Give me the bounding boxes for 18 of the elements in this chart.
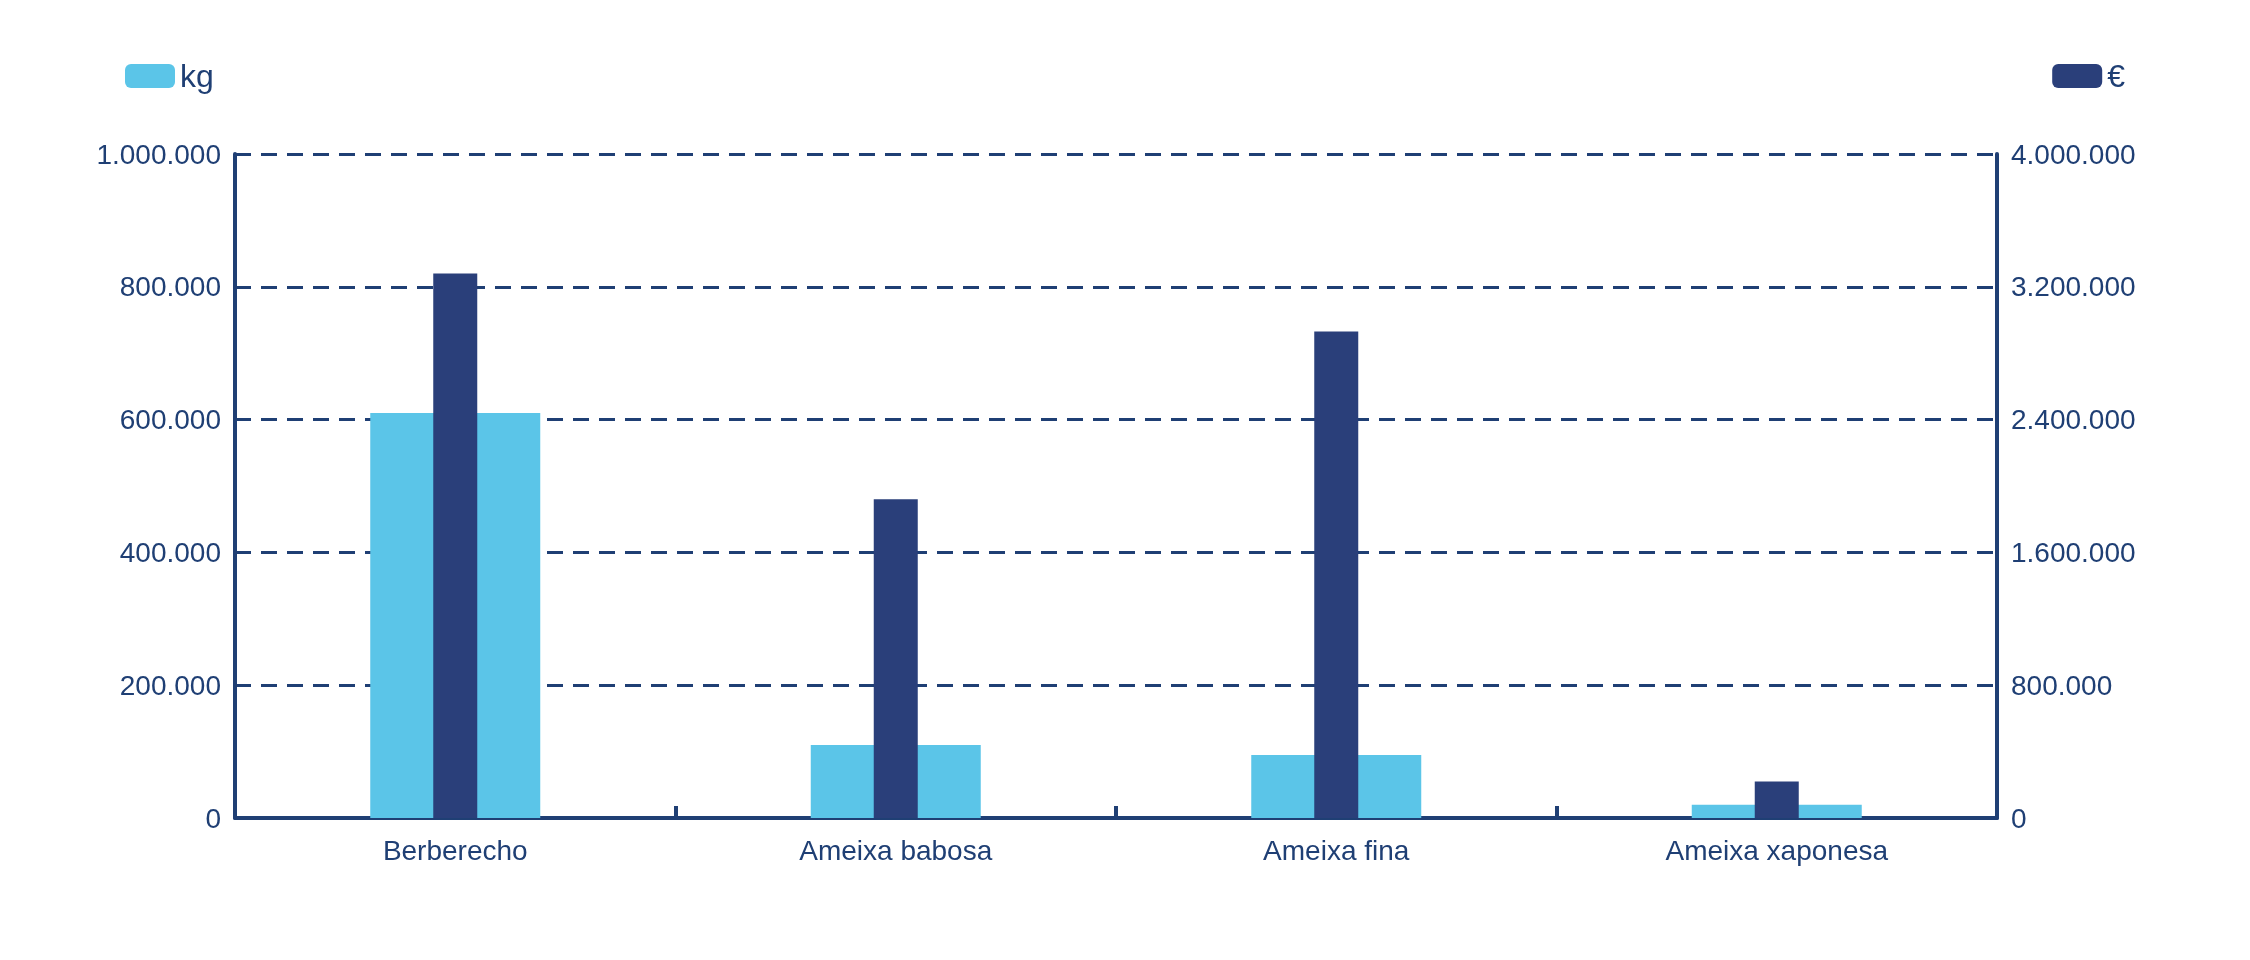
x-tick-label: Ameixa fina [1263, 834, 1410, 866]
legend-label: € [2107, 58, 2126, 94]
x-tick-label: Ameixa babosa [799, 834, 993, 866]
y2-tick-label: 0 [2011, 802, 2027, 834]
y2-tick-label: 2.400.000 [2011, 404, 2136, 436]
y-tick-label: 1.000.000 [96, 138, 221, 170]
y-tick-label: 0 [205, 802, 221, 834]
y2-tick-label: 3.200.000 [2011, 271, 2136, 303]
y2-tick-label: 4.000.000 [2011, 138, 2136, 170]
x-tick-label: Ameixa xaponesa [1665, 834, 1889, 866]
y-tick-label: 600.000 [119, 404, 221, 436]
y-tick-label: 400.000 [119, 536, 221, 568]
legend-label: kg [180, 58, 214, 94]
y2-tick-label: 1.600.000 [2011, 536, 2136, 568]
y-tick-label: 800.000 [119, 271, 221, 303]
y-tick-label: 200.000 [119, 669, 221, 701]
x-tick-label: Berberecho [382, 834, 528, 866]
y2-tick-label: 800.000 [2011, 669, 2113, 701]
